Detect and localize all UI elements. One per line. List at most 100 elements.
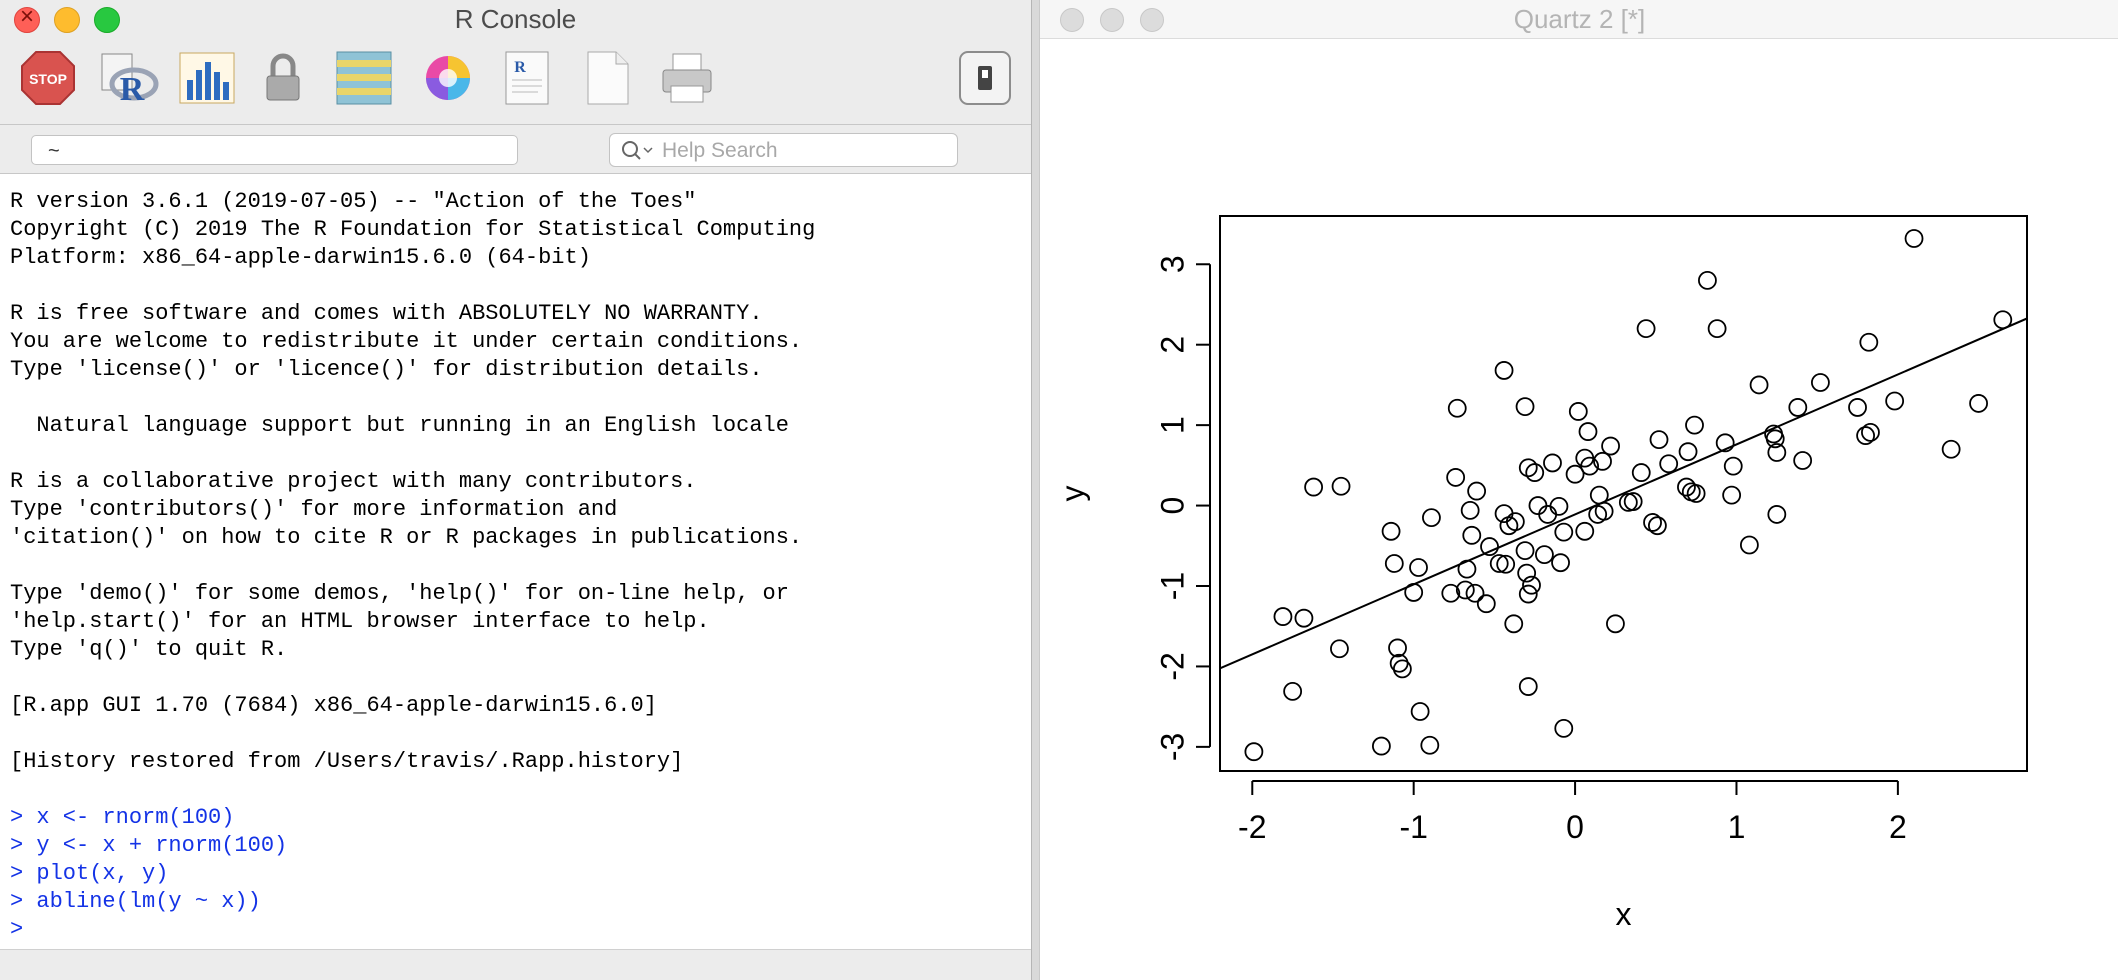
- data-point: [1765, 429, 1785, 449]
- data-point: [1969, 394, 1988, 413]
- y-tick-label: -1: [1154, 572, 1190, 600]
- data-point: [1455, 580, 1475, 600]
- data-point: [1522, 575, 1541, 595]
- data-point: [1517, 563, 1537, 583]
- data-point: [1457, 559, 1477, 579]
- data-point: [1678, 442, 1698, 462]
- data-point: [1384, 554, 1404, 573]
- zoom-window-button[interactable]: [94, 7, 120, 33]
- console-output-line: Type 'demo()' for some demos, 'help()' f…: [10, 581, 789, 606]
- quartz-plot-window: Quartz 2 [*] -2 -1 0 1 2 -3 -2 -1 0 1 2 3 x y: [1039, 0, 2118, 980]
- data-point: [1554, 522, 1574, 542]
- data-point: [1446, 468, 1466, 487]
- data-point: [1686, 484, 1706, 503]
- data-point: [1580, 456, 1600, 476]
- r-console-window: R Console STOP R: [0, 0, 1032, 980]
- data-point: [1535, 545, 1554, 565]
- data-point: [1518, 677, 1538, 696]
- console-output[interactable]: R version 3.6.1 (2019-07-05) -- "Action …: [0, 174, 1031, 950]
- r-source-icon[interactable]: R: [96, 48, 159, 108]
- data-point: [1677, 477, 1696, 497]
- console-output-line: Type 'contributors()' for more informati…: [10, 497, 618, 522]
- stop-icon[interactable]: STOP: [18, 48, 78, 108]
- data-point: [1649, 430, 1669, 450]
- data-point: [1707, 319, 1727, 339]
- data-point: [1941, 439, 1961, 459]
- blank-document-icon[interactable]: [578, 48, 638, 108]
- help-search-field[interactable]: [609, 133, 958, 167]
- data-point: [1793, 451, 1813, 470]
- console-prompt: >: [10, 917, 24, 942]
- data-point: [1420, 735, 1440, 755]
- plot-window-title: Quartz 2 [*]: [1040, 0, 2118, 39]
- console-output-line: 'citation()' on how to cite R or R packa…: [10, 525, 803, 550]
- y-tick-label: -2: [1154, 652, 1190, 680]
- console-output-line: [History restored from /Users/travis/.Ra…: [10, 749, 684, 774]
- console-output-line: You are welcome to redistribute it under…: [10, 329, 803, 354]
- lock-icon[interactable]: [253, 48, 313, 108]
- window-title: R Console: [454, 4, 577, 34]
- scatter-plot: -2 -1 0 1 2 -3 -2 -1 0 1 2 3 x y: [1054, 215, 2028, 932]
- data-point: [1647, 516, 1667, 536]
- console-output-line: R is free software and comes with ABSOLU…: [10, 301, 763, 326]
- svg-text:R: R: [514, 59, 526, 76]
- y-tick-label: 2: [1154, 336, 1190, 354]
- data-point: [1515, 541, 1535, 561]
- close-window-button[interactable]: [14, 3, 40, 33]
- svg-text:R: R: [120, 71, 145, 108]
- color-wheel-icon[interactable]: [418, 48, 478, 108]
- data-point: [1462, 525, 1482, 545]
- help-search-input[interactable]: [660, 136, 949, 166]
- data-point: [1460, 500, 1480, 520]
- r-document-icon[interactable]: R: [498, 48, 558, 108]
- data-point: [1467, 481, 1487, 501]
- close-window-button[interactable]: [1060, 8, 1084, 32]
- y-axis-label: y: [1054, 486, 1090, 502]
- console-output-line: R is a collaborative project with many c…: [10, 469, 697, 494]
- data-point: [1528, 496, 1548, 515]
- data-point: [1848, 398, 1867, 417]
- data-point: [1515, 397, 1535, 417]
- minimize-window-button[interactable]: [1100, 8, 1124, 32]
- bar-chart-icon[interactable]: [177, 48, 237, 108]
- x-axis-label: x: [1616, 896, 1632, 932]
- working-directory-field[interactable]: ~: [31, 135, 518, 165]
- data-point: [1422, 508, 1441, 528]
- data-point: [1441, 583, 1461, 603]
- data-point: [1331, 476, 1351, 496]
- data-point: [1499, 516, 1519, 536]
- data-point: [1476, 594, 1496, 614]
- data-point: [1749, 375, 1769, 395]
- data-point: [1698, 270, 1717, 290]
- y-tick-label: 3: [1154, 255, 1190, 273]
- data-point: [1788, 398, 1808, 417]
- printer-icon[interactable]: [657, 48, 717, 108]
- data-point: [1739, 535, 1759, 555]
- data-point: [1589, 485, 1609, 505]
- data-point: [1811, 373, 1830, 392]
- console-output-line: Type 'license()' or 'licence()' for dist…: [10, 357, 763, 382]
- y-tick-label: 1: [1154, 416, 1190, 434]
- data-point: [1447, 398, 1467, 418]
- data-point: [1767, 505, 1787, 524]
- console-output-line: Natural language support but running in …: [10, 413, 789, 438]
- data-point: [1643, 513, 1662, 532]
- data-table-icon[interactable]: [334, 48, 394, 108]
- data-point: [1410, 702, 1430, 721]
- data-point: [1859, 332, 1879, 352]
- data-point: [1244, 742, 1264, 762]
- data-point: [1381, 521, 1401, 541]
- zoom-window-button[interactable]: [1140, 8, 1164, 32]
- console-output-line: Type 'q()' to quit R.: [10, 637, 288, 662]
- minimize-window-button[interactable]: [54, 7, 80, 33]
- data-point: [1518, 458, 1538, 478]
- data-point: [1659, 454, 1679, 474]
- toggle-icon[interactable]: [955, 48, 1015, 108]
- data-point: [1636, 319, 1656, 339]
- data-point: [1538, 505, 1558, 524]
- console-command-line: > x <- rnorm(100): [10, 805, 235, 830]
- data-point: [1273, 607, 1293, 626]
- toolbar-divider: [0, 124, 1031, 125]
- x-tick-label: -2: [1238, 809, 1266, 845]
- data-point: [1518, 584, 1538, 604]
